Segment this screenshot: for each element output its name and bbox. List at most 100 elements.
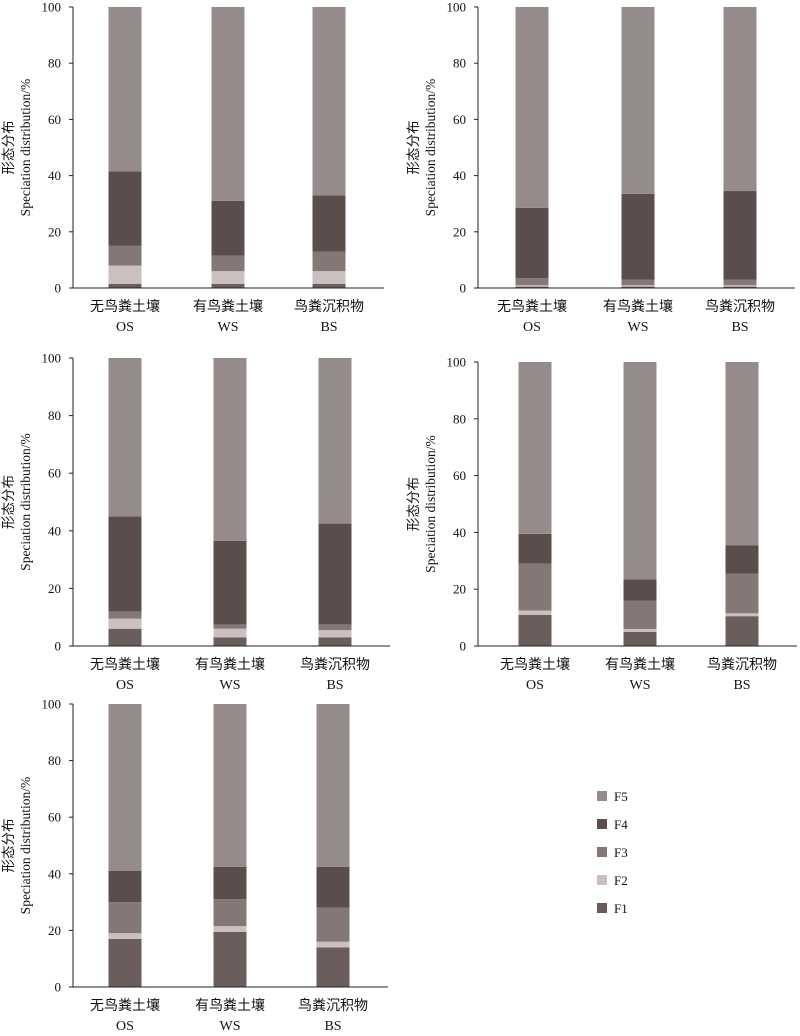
x-category-label-en: OS: [116, 320, 134, 335]
bar-ws-f3: [622, 280, 655, 286]
y-tick-label: 100: [42, 697, 62, 712]
bar-ws-f2: [624, 629, 657, 632]
x-category-label-cn: 有鸟粪土壤: [195, 656, 265, 673]
bar-ws-f4: [214, 541, 247, 625]
x-category-label-cn: 有鸟粪土壤: [603, 298, 673, 315]
y-tick-label: 40: [48, 168, 61, 183]
bar-os-f4: [516, 208, 549, 278]
bar-ws-f1: [212, 284, 245, 288]
bar-os-f3: [516, 278, 549, 285]
bar-ws-f2: [214, 629, 247, 638]
y-tick-label: 0: [460, 639, 467, 654]
y-axis-title-en: Speciation distribution/%: [18, 777, 33, 915]
y-tick-label: 80: [48, 753, 61, 768]
bar-ws-f2: [214, 926, 247, 932]
x-category-label-en: OS: [526, 678, 544, 693]
y-tick-label: 80: [48, 56, 61, 71]
y-tick-label: 20: [453, 224, 466, 239]
bar-bs-f5: [319, 358, 352, 524]
bar-ws-f4: [214, 867, 247, 900]
bar-ws-f4: [212, 201, 245, 256]
bar-os-f3: [109, 611, 142, 618]
x-category-label-cn: 鸟粪沉积物: [298, 998, 368, 1014]
bar-bs-f4: [319, 524, 352, 625]
bar-os-f3: [519, 564, 552, 611]
bar-os-f1: [109, 284, 142, 288]
bar-ws-f5: [212, 7, 245, 201]
y-tick-label: 80: [48, 408, 61, 423]
bar-bs-f5: [317, 704, 350, 867]
y-axis-title-en: Speciation distribution/%: [423, 435, 438, 573]
chart-panel-4: 0 20 40 60 80 100 形态分布 Speciation distribution/…: [406, 355, 797, 694]
bar-ws-f5: [622, 7, 655, 194]
bar-bs-f4: [726, 545, 759, 573]
y-tick-label: 60: [48, 810, 61, 825]
bar-os-f4: [109, 171, 142, 245]
x-category-label-en: OS: [523, 320, 541, 335]
y-tick-label: 100: [42, 351, 62, 366]
legend-label-f5: F5: [614, 789, 628, 804]
y-axis-title-en: Speciation distribution/%: [18, 79, 33, 217]
bar-os-f2: [109, 933, 142, 939]
y-tick-label: 80: [453, 411, 466, 426]
legend: F5F4F3F2F1: [597, 789, 628, 916]
x-category-label-cn: 无鸟粪土壤: [90, 298, 160, 315]
y-tick-label: 0: [55, 281, 62, 296]
bar-ws-f1: [214, 932, 247, 987]
x-category-label-cn: 无鸟粪土壤: [90, 997, 160, 1014]
x-category-label-cn: 鸟粪沉积物: [294, 299, 364, 315]
chart-panel-1: 0 20 40 60 80 100 形态分布 Speciation distribution/…: [1, 0, 384, 335]
bar-ws-f2: [212, 271, 245, 284]
y-tick-label: 100: [447, 355, 467, 370]
x-category-label-cn: 有鸟粪土壤: [195, 997, 265, 1014]
legend-label-f3: F3: [614, 845, 628, 860]
y-tick-label: 40: [453, 168, 466, 183]
bar-ws-f5: [214, 704, 247, 867]
y-tick-label: 20: [453, 582, 466, 597]
bar-bs-f1: [313, 284, 346, 288]
bar-os-f3: [109, 246, 142, 266]
bar-ws-f1: [214, 637, 247, 646]
y-tick-label: 100: [447, 0, 467, 15]
x-category-label-en: WS: [628, 320, 649, 335]
bar-os-f4: [109, 871, 142, 902]
figure: 020406080100形态分布 Speciation distribution/…: [0, 0, 800, 1036]
y-axis-title-cn: 形态分布: [406, 121, 421, 175]
legend-swatch-f1: [597, 903, 607, 913]
bar-bs-f2: [319, 630, 352, 637]
x-category-label-en: OS: [116, 678, 134, 693]
x-category-label-en: BS: [733, 678, 750, 693]
x-category-label-en: BS: [320, 320, 337, 335]
bar-os-f1: [519, 615, 552, 646]
bar-os-f2: [519, 611, 552, 615]
bar-bs-f2: [724, 285, 757, 286]
bar-bs-f1: [319, 637, 352, 646]
bar-os-f1: [109, 939, 142, 987]
bar-bs-f2: [317, 942, 350, 948]
chart-panel-3: 0 20 40 60 80 100 形态分布 Speciation distribution/…: [1, 351, 390, 694]
bar-ws-f3: [624, 601, 657, 629]
bar-bs-f2: [726, 613, 759, 616]
bar-os-f3: [109, 902, 142, 933]
y-tick-label: 0: [460, 281, 467, 296]
bar-bs-f2: [313, 271, 346, 284]
y-tick-label: 100: [42, 0, 62, 15]
bar-bs-f4: [313, 195, 346, 251]
bar-os-f5: [109, 358, 142, 516]
bar-ws-f4: [624, 579, 657, 600]
x-category-label-cn: 鸟粪沉积物: [707, 657, 777, 673]
x-category-label-cn: 无鸟粪土壤: [500, 656, 570, 673]
bar-bs-f5: [726, 362, 759, 545]
bar-os-f4: [519, 534, 552, 564]
bar-ws-f3: [214, 624, 247, 628]
bar-ws-f2: [622, 285, 655, 286]
legend-swatch-f4: [597, 819, 607, 829]
y-tick-label: 60: [48, 466, 61, 481]
y-tick-label: 20: [48, 224, 61, 239]
legend-label-f4: F4: [614, 817, 628, 832]
bar-bs-f3: [319, 624, 352, 630]
y-tick-label: 60: [453, 468, 466, 483]
y-tick-label: 20: [48, 923, 61, 938]
bar-bs-f4: [724, 191, 757, 280]
y-axis-title-cn: 形态分布: [1, 819, 16, 873]
